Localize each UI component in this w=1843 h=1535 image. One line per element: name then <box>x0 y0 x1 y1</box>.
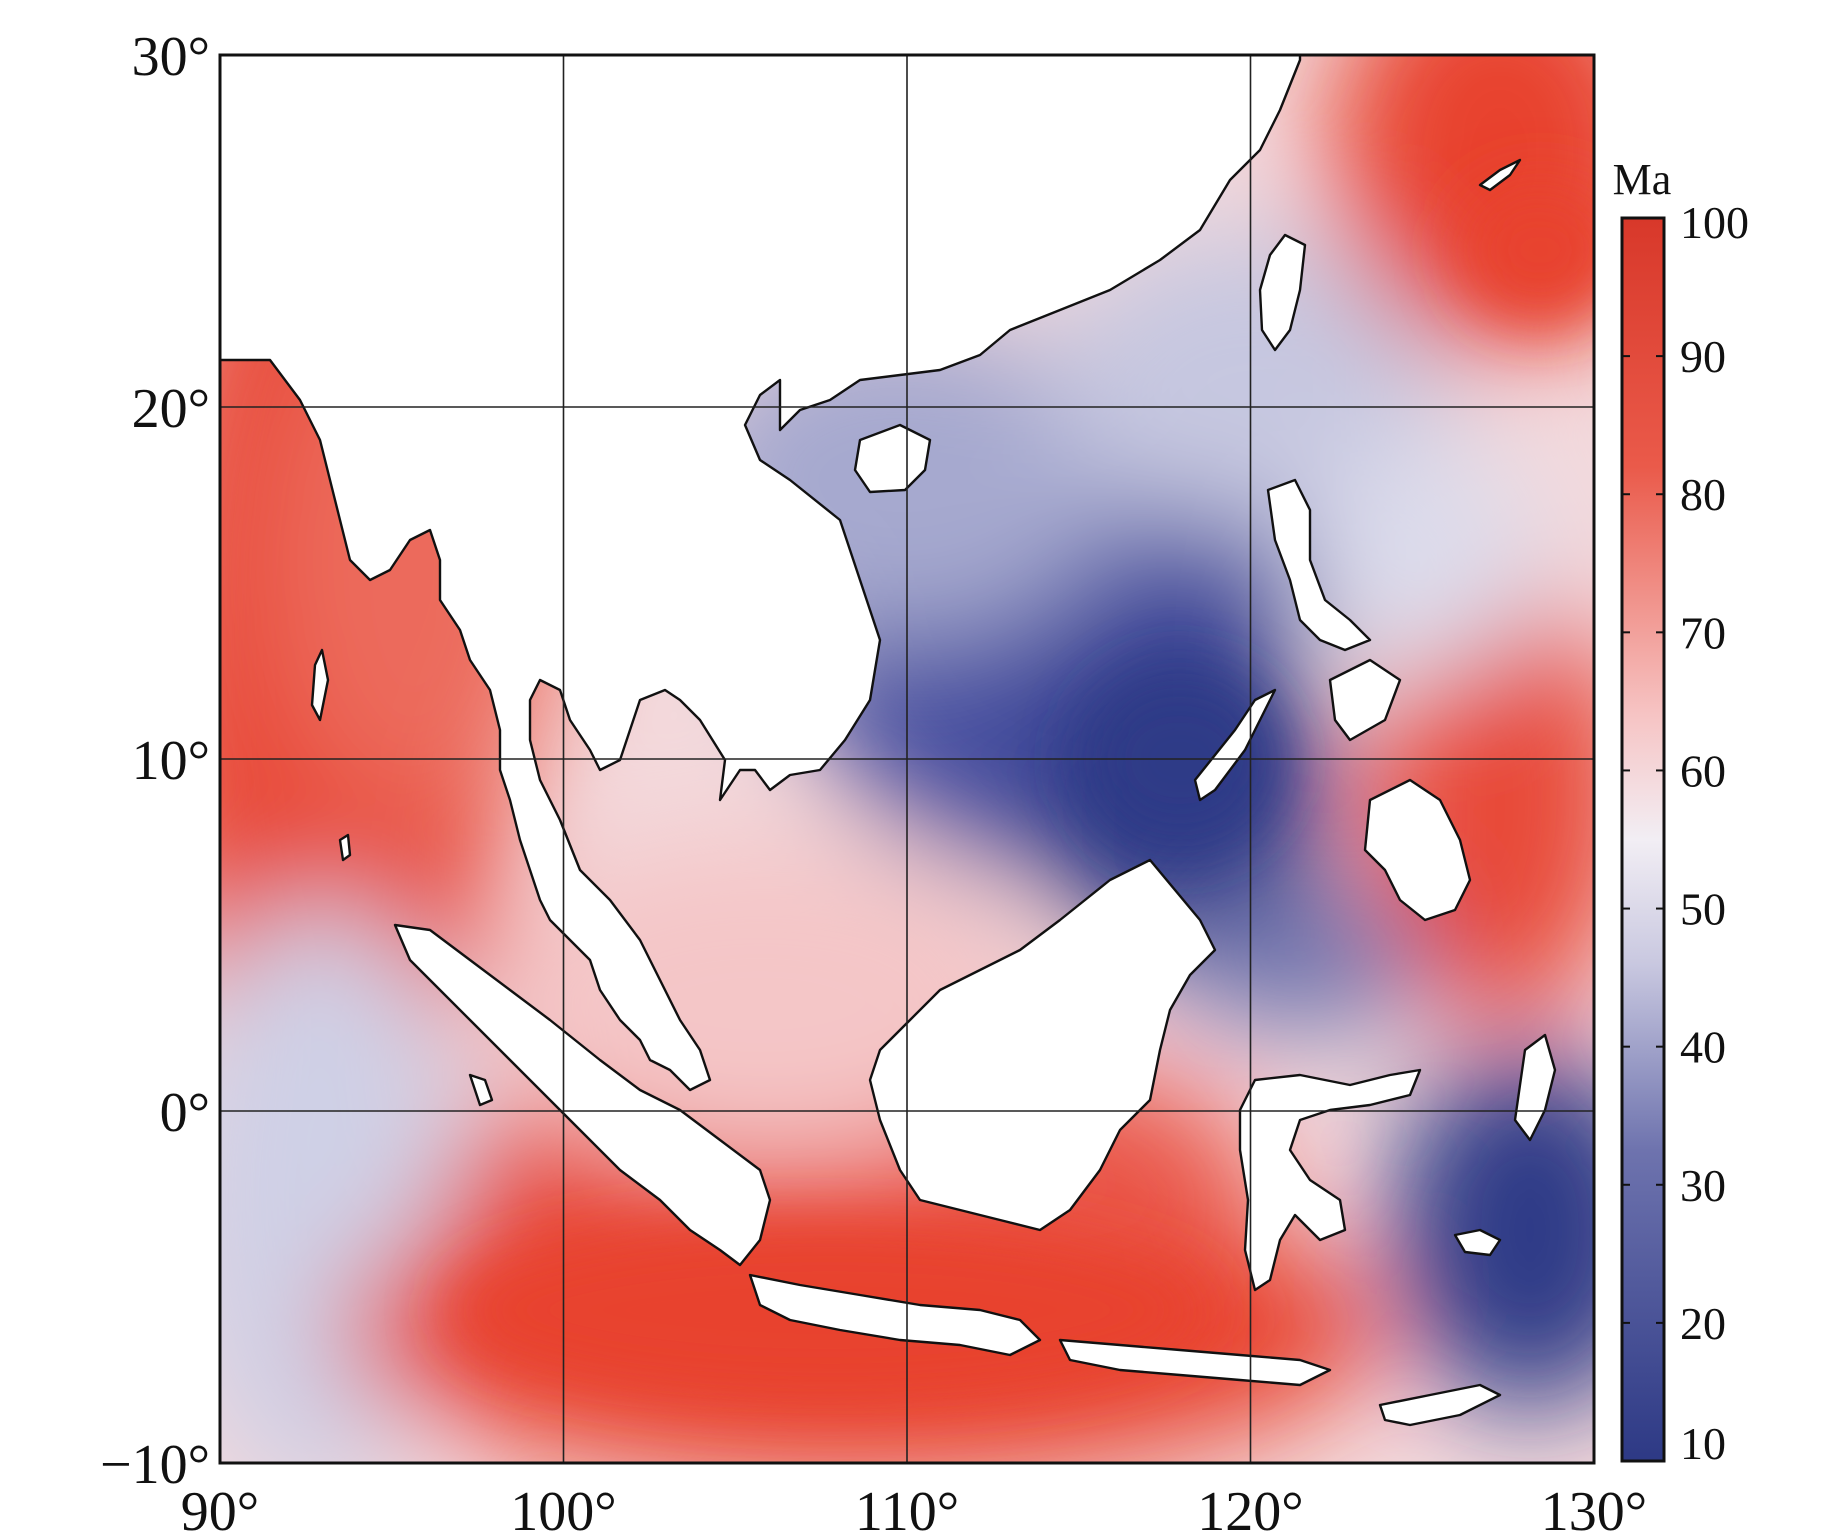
borneo-island <box>868 858 1217 1232</box>
colorbar-tick-label: 40 <box>1680 1022 1726 1073</box>
latitude-label: 30° <box>132 26 210 88</box>
hainan-island <box>853 423 932 494</box>
timor-island <box>1378 1383 1502 1427</box>
longitude-label: 110° <box>855 1481 959 1535</box>
sumatra-island <box>393 923 772 1267</box>
graticule <box>220 55 1594 1463</box>
luzon-island <box>1266 478 1372 652</box>
asian-mainland <box>220 55 1302 1092</box>
map-frame <box>218 53 1596 1465</box>
landmasses <box>220 55 1557 1427</box>
colorbar-tick-label: 20 <box>1680 1298 1726 1349</box>
longitude-label: 90° <box>181 1481 259 1535</box>
ryukyu-islands <box>1478 158 1522 192</box>
andaman-islands <box>310 648 330 722</box>
colorbar-tick-label: 80 <box>1680 469 1726 520</box>
mindanao-island <box>1363 778 1472 922</box>
latitude-axis: 30° 20° 10° 0° −10° <box>100 26 210 1496</box>
latitude-label: −10° <box>100 1434 210 1496</box>
palawan-island <box>1193 688 1277 802</box>
colorbar: Ma 100 90 80 70 60 50 40 30 20 10 <box>1613 155 1749 1469</box>
colorbar-tick-label: 60 <box>1680 745 1726 796</box>
colorbar-title: Ma <box>1613 155 1672 204</box>
buru-seram-islands <box>1453 1228 1502 1257</box>
colorbar-tick-label: 100 <box>1680 197 1749 248</box>
latitude-label: 10° <box>132 730 210 792</box>
colorbar-tick-label: 90 <box>1680 331 1726 382</box>
nicobar-islands <box>338 833 352 862</box>
longitude-axis: 90° 100° 110° 120° 130° <box>181 1481 1647 1535</box>
colorbar-ramp <box>1620 216 1666 1463</box>
colorbar-ticks: 100 90 80 70 60 50 40 30 20 10 <box>1622 197 1749 1469</box>
longitude-label: 120° <box>1197 1481 1303 1535</box>
colorbar-tick-label: 10 <box>1680 1418 1726 1469</box>
mentawai-islands <box>468 1073 494 1107</box>
java-island <box>748 1273 1042 1357</box>
halmahera-island <box>1513 1033 1557 1142</box>
colorbar-tick-label: 50 <box>1680 884 1726 935</box>
visayas-islands <box>1328 658 1402 742</box>
longitude-label: 100° <box>510 1481 616 1535</box>
longitude-label: 130° <box>1541 1481 1647 1535</box>
colorbar-tick-label: 30 <box>1680 1160 1726 1211</box>
taiwan-island <box>1258 233 1307 352</box>
colorbar-tick-label: 70 <box>1680 607 1726 658</box>
map-area <box>220 55 1594 1463</box>
latitude-label: 20° <box>132 378 210 440</box>
sulawesi-island <box>1238 1068 1422 1292</box>
latitude-label: 0° <box>160 1082 210 1144</box>
lesser-sunda-islands <box>1058 1338 1332 1387</box>
